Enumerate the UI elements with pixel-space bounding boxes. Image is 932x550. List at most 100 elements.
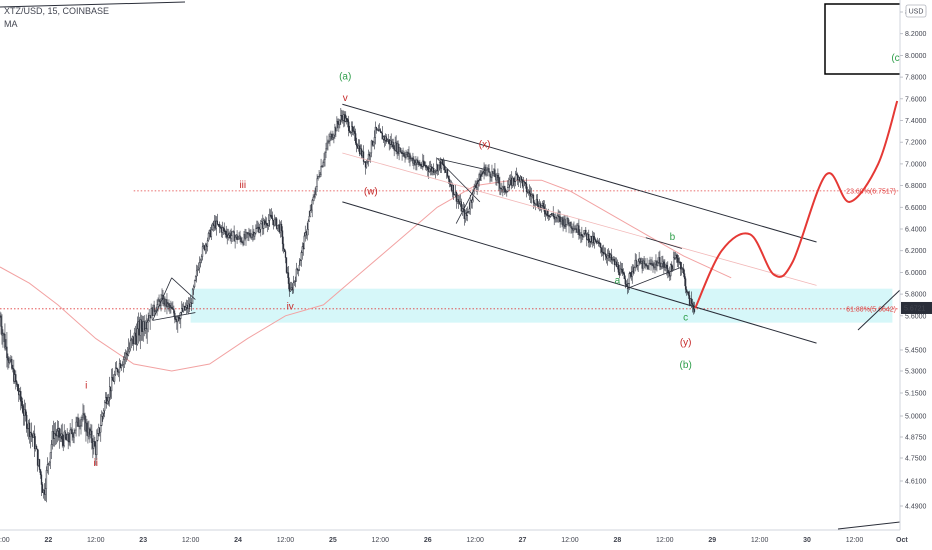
candle-72 [70, 427, 72, 435]
candle-body [265, 222, 267, 224]
y-tick-7: 7.0000 [905, 161, 927, 168]
candle-body [26, 414, 28, 429]
candle-151 [148, 309, 150, 323]
candle-411 [405, 149, 407, 160]
candle-body [169, 305, 171, 308]
candle-body [674, 257, 676, 259]
candle-495 [488, 163, 490, 173]
candle-body [321, 166, 323, 168]
candle-583 [575, 224, 577, 234]
candle-body [345, 118, 347, 122]
candle-body [241, 241, 243, 243]
wave-label-2: (x) [479, 140, 491, 151]
candle-body [691, 303, 694, 306]
candle-body [120, 365, 123, 368]
candle-body [0, 315, 2, 327]
candle-body [530, 194, 533, 197]
y-tick-14: 5.6000 [905, 313, 927, 320]
candle-body [369, 152, 372, 157]
candle-body [435, 164, 438, 171]
candle-657 [648, 259, 650, 271]
candle-body [363, 161, 366, 163]
candle-403 [397, 140, 399, 156]
x-tick-9: 26 [424, 537, 432, 544]
candle-373 [367, 149, 370, 167]
candle-body [502, 186, 504, 190]
candle-body [620, 268, 623, 270]
candle-176 [173, 305, 175, 317]
candle-608 [599, 242, 602, 254]
candle-body [70, 429, 72, 431]
candle-377 [371, 140, 374, 147]
candle-566 [558, 210, 560, 223]
candle-506 [499, 176, 501, 195]
candle-body [353, 131, 356, 134]
candle-86 [84, 412, 86, 432]
candle-419 [413, 156, 415, 170]
candle-4 [3, 332, 5, 343]
candle-body [244, 234, 246, 239]
candle-494 [487, 164, 489, 177]
candle-body [333, 134, 335, 138]
candle-88 [86, 418, 88, 436]
candle-body [277, 224, 280, 226]
candle-body [332, 137, 334, 140]
pattern-line-3 [437, 158, 485, 170]
candle-body [437, 164, 440, 172]
candle-body [601, 251, 604, 253]
candle-599 [591, 235, 593, 245]
candle-body [519, 176, 522, 182]
candle-569 [561, 216, 563, 228]
candle-body [485, 170, 487, 175]
candle-314 [309, 204, 311, 218]
candle-body [565, 224, 567, 227]
candle-597 [589, 238, 591, 248]
candle-333 [328, 133, 330, 144]
candle-body [678, 261, 680, 263]
candle-580 [572, 223, 574, 238]
candle-body [326, 142, 328, 149]
candle-body [254, 232, 256, 237]
candle-body [68, 441, 70, 443]
candle-body [584, 229, 586, 234]
candle-body [215, 220, 217, 229]
candle-652 [643, 256, 645, 269]
candle-body [465, 213, 467, 216]
candle-291 [286, 266, 289, 279]
candle-body [11, 359, 13, 369]
candle-415 [409, 152, 411, 167]
candle-605 [597, 237, 599, 244]
candle-376 [370, 139, 373, 158]
y-tick-12: 6.0000 [905, 270, 927, 277]
candle-394 [388, 139, 390, 151]
candle-653 [644, 258, 646, 270]
candle-body [63, 431, 65, 446]
candle-353 [348, 115, 350, 137]
candle-body [362, 151, 365, 162]
candle-body [1, 326, 3, 336]
candle-body [25, 409, 27, 416]
pattern-line-1 [152, 277, 173, 321]
candle-362 [356, 143, 359, 149]
candle-95 [93, 435, 95, 455]
candle-body [428, 169, 430, 172]
candle-body [111, 377, 114, 381]
candle-547 [539, 201, 542, 211]
candle-body [112, 380, 115, 382]
candle-body [589, 241, 591, 243]
candle-30 [28, 418, 31, 444]
candle-523 [516, 167, 518, 176]
candle-233 [229, 229, 231, 242]
candle-15 [14, 369, 16, 384]
candle-383 [377, 124, 380, 132]
candle-651 [642, 258, 644, 271]
candle-243 [239, 230, 241, 243]
candle-body [351, 126, 353, 133]
candle-body [218, 223, 220, 227]
candle-397 [391, 138, 393, 148]
candle-700 [690, 291, 693, 309]
candle-620 [611, 256, 614, 265]
candle-body [251, 234, 253, 238]
candle-body [608, 252, 611, 258]
